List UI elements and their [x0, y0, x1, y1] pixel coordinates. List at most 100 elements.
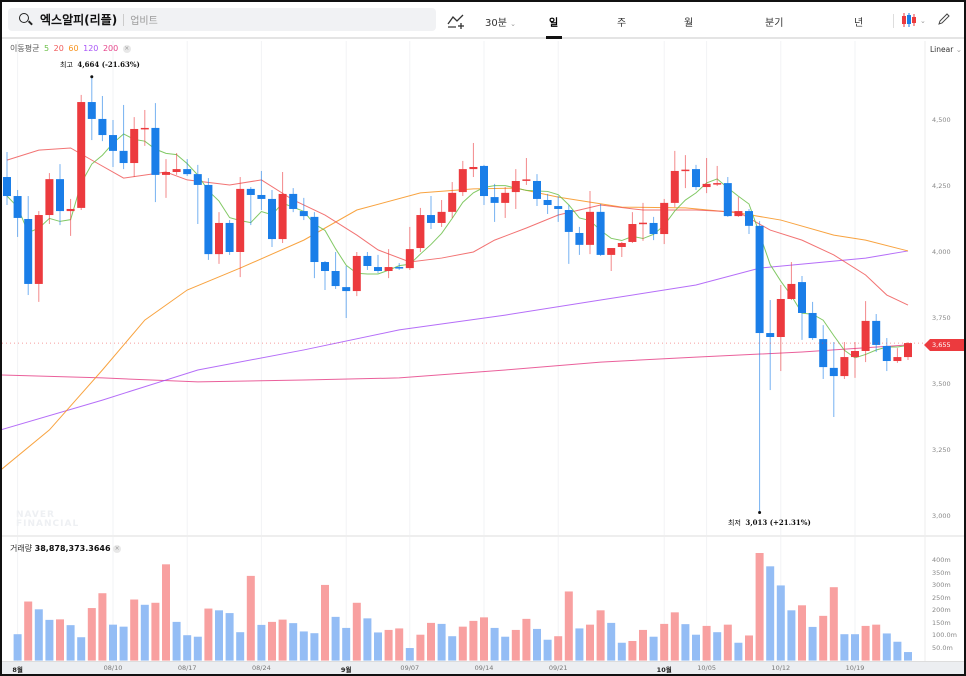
exchange-name: 업비트: [130, 16, 158, 27]
trend-line-icon[interactable]: [446, 12, 466, 30]
interval-dropdown[interactable]: 30분 ⌄: [485, 14, 516, 29]
candle-body: [34, 215, 43, 284]
volume-tick-label: 100.0m: [932, 631, 957, 640]
volume-bar: [416, 634, 425, 661]
current-price-tag: 3,655: [924, 339, 964, 351]
ma20-line: [6, 147, 909, 306]
candle-body: [808, 312, 817, 339]
legend-ma20: 20: [53, 44, 64, 53]
watermark-line: FINANCIAL: [16, 519, 80, 529]
volume-bar: [522, 618, 531, 661]
high-prefix: 최고: [60, 61, 73, 69]
volume-bar: [130, 599, 139, 661]
candle-body: [24, 218, 33, 284]
tab-week[interactable]: 주: [617, 18, 627, 29]
volume-bar: [331, 616, 340, 661]
time-tick-label: 09/21: [548, 664, 568, 672]
volume-bar: [310, 633, 319, 661]
candle-body: [755, 225, 764, 334]
close-icon[interactable]: ×: [122, 44, 131, 53]
candle-body: [215, 222, 223, 255]
time-tick-label: 08/24: [252, 664, 271, 672]
volume-bar: [321, 584, 329, 661]
candle-body: [829, 367, 838, 377]
price-tick-label: 3,250: [932, 445, 951, 454]
tab-month[interactable]: 월: [684, 18, 694, 29]
volume-bar: [119, 626, 128, 661]
volume-bar: [490, 627, 499, 661]
volume-bar: [480, 617, 488, 661]
volume-bar: [448, 636, 457, 661]
volume-bar: [734, 642, 743, 661]
time-tick-label: 8월: [12, 666, 23, 674]
volume-bar: [268, 621, 276, 661]
selected-tab-indicator: [546, 36, 562, 39]
tab-year[interactable]: 년: [854, 18, 864, 29]
volume-bar: [193, 636, 202, 661]
time-tick-label: 10월: [656, 666, 672, 674]
close-icon[interactable]: ×: [113, 544, 122, 553]
chevron-down-icon: ⌄: [955, 45, 962, 54]
tab-quarter[interactable]: 분기: [765, 18, 784, 29]
candle-body: [628, 224, 637, 242]
candle-body: [405, 249, 414, 269]
legend-title: 이동평균: [10, 44, 40, 53]
legend-ma200: 200: [102, 44, 119, 53]
volume-bar: [458, 626, 467, 661]
volume-bar: [808, 626, 817, 661]
candle-body: [766, 333, 775, 338]
candle-body: [3, 177, 11, 197]
candle-body: [331, 271, 340, 287]
candle-body: [543, 199, 552, 206]
candle-body: [289, 193, 298, 209]
volume-legend: 거래량 38,878,373.3646 ×: [10, 543, 122, 554]
candle-body: [384, 267, 393, 272]
asset-name: 엑스알피(리플): [40, 13, 118, 27]
legend-ma120: 120: [83, 44, 99, 53]
volume-bar: [363, 618, 372, 661]
volume-value: 38,878,373.3646: [34, 544, 111, 553]
search-box[interactable]: 엑스알피(리플) 업비트: [8, 8, 436, 31]
tab-day[interactable]: 일: [549, 18, 559, 29]
volume-bar: [766, 566, 775, 661]
candle-body: [427, 215, 435, 223]
candle-body: [490, 197, 499, 203]
candle-body: [575, 232, 584, 245]
volume-bar: [745, 635, 753, 661]
volume-bar: [109, 624, 117, 661]
ma120-line: [2, 250, 909, 431]
candle-body: [893, 357, 902, 362]
volume-bar: [469, 620, 478, 661]
scale-mode-dropdown[interactable]: Linear ⌄: [930, 45, 962, 54]
candle-body: [363, 255, 372, 266]
candle-body: [617, 243, 626, 247]
candle-body: [713, 183, 722, 185]
volume-bar: [13, 634, 22, 661]
volume-bar: [543, 639, 552, 661]
candle-body: [204, 184, 213, 255]
candle-body: [66, 208, 75, 212]
volume-bar: [427, 622, 435, 661]
scale-mode-value: Linear: [930, 45, 954, 54]
candle-body: [278, 193, 287, 240]
candle-body: [374, 267, 382, 272]
pane-divider[interactable]: [2, 535, 964, 537]
volume-bar: [596, 610, 605, 661]
candle-type-icon[interactable]: ⌄: [900, 12, 926, 28]
volume-bar: [829, 587, 838, 661]
candle-body: [522, 179, 531, 181]
moving-average-legend[interactable]: 이동평균 5 20 60 120 200 ×: [10, 43, 133, 54]
candle-body: [321, 262, 329, 272]
candle-body: [734, 211, 743, 217]
time-axis[interactable]: 8월 08/10 08/17 08/24 9월 09/07 09/14 09/21 10월 10/…: [2, 661, 964, 674]
candle-body: [649, 222, 658, 235]
pencil-icon[interactable]: [937, 12, 951, 26]
volume-bar: [257, 624, 266, 661]
volume-bar: [151, 602, 160, 661]
candle-body: [819, 339, 828, 368]
candle-body: [564, 210, 573, 232]
low-marker: [758, 511, 762, 515]
candle-body: [702, 183, 711, 188]
